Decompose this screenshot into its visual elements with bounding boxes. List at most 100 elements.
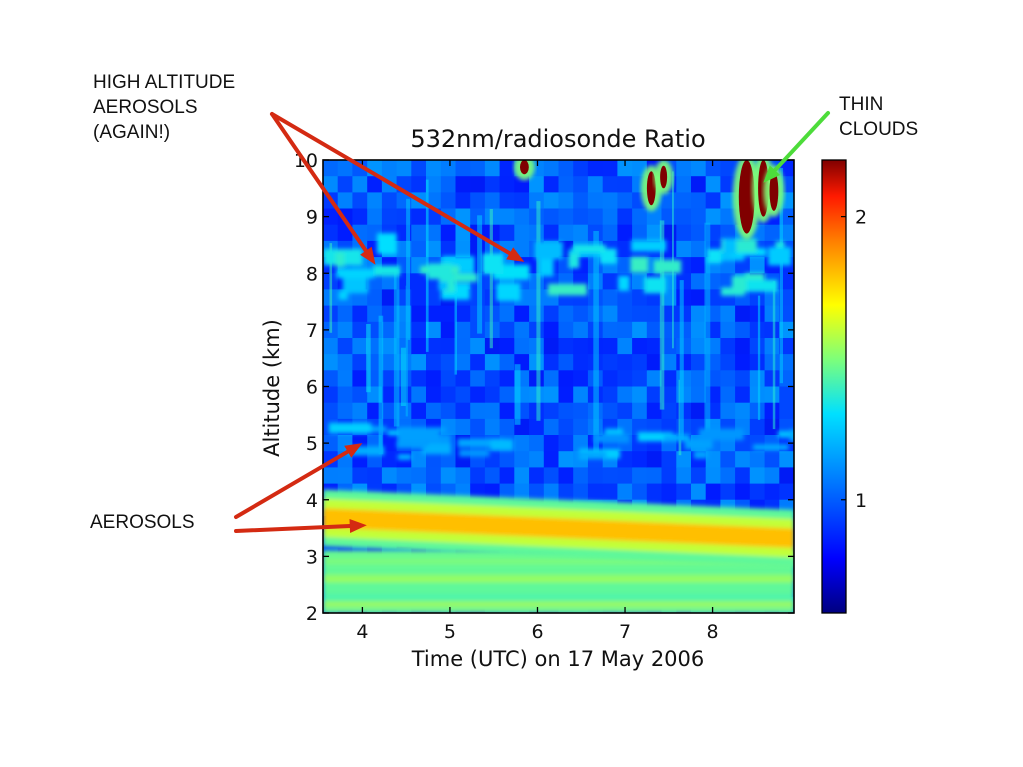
heatmap-cell — [499, 176, 515, 193]
heatmap-cell — [543, 160, 560, 177]
heatmap-cell — [543, 467, 560, 485]
heatmap-cell — [587, 160, 604, 177]
y-tick-label: 7 — [306, 320, 318, 342]
streak — [757, 295, 761, 420]
heatmap-cell — [617, 467, 633, 485]
aerosol-patch — [715, 252, 745, 261]
heatmap-cell — [381, 467, 398, 485]
heatmap-cell — [411, 467, 427, 485]
heatmap-cell — [749, 418, 766, 436]
heatmap-cell — [440, 402, 457, 420]
streak — [406, 198, 410, 340]
heatmap-cell — [676, 192, 692, 210]
heatmap-cell — [440, 224, 457, 242]
x-tick-label: 6 — [531, 621, 543, 643]
heatmap-cell — [426, 370, 442, 388]
aerosol-patch — [338, 291, 348, 300]
heatmap-cell — [396, 467, 412, 485]
heatmap-cell — [514, 192, 530, 210]
annotation-arrowhead — [360, 246, 376, 265]
heatmap-cell — [440, 192, 457, 210]
heatmap-cell — [499, 467, 515, 485]
heatmap-cell — [352, 289, 368, 307]
heatmap-cell — [352, 370, 368, 388]
heatmap-cell — [455, 176, 471, 193]
heatmap-cell — [426, 224, 442, 242]
heatmap-cell — [676, 451, 692, 468]
heatmap-cell — [632, 451, 648, 468]
streak — [405, 285, 408, 417]
aerosol-patch — [396, 440, 427, 449]
heatmap-cell — [411, 176, 427, 193]
heatmap-cell — [764, 386, 780, 404]
heatmap-cell — [514, 467, 530, 485]
x-tick-label: 4 — [356, 621, 368, 643]
heatmap-cell — [558, 305, 574, 323]
heatmap-cell — [323, 224, 339, 242]
heatmap-cell — [735, 257, 751, 274]
heatmap-cell — [499, 321, 515, 339]
y-tick-label: 4 — [306, 490, 318, 512]
heatmap-cell — [705, 176, 721, 193]
heatmap-cell — [735, 483, 751, 501]
y-tick-label: 2 — [306, 603, 318, 625]
heatmap-cell — [764, 370, 780, 388]
heatmap-cell — [602, 483, 618, 501]
heatmap-cell — [720, 370, 736, 388]
heatmap-cell — [337, 305, 353, 323]
streak — [536, 201, 541, 421]
heatmap-cell — [411, 451, 427, 468]
heatmap-cell — [646, 418, 663, 436]
annotation-arrowhead — [349, 519, 367, 533]
heatmap-cell — [720, 224, 736, 242]
heatmap-cell — [676, 224, 692, 242]
heatmap-cell — [691, 257, 707, 274]
heatmap-cell — [676, 467, 692, 485]
streak — [400, 347, 407, 406]
aerosol-patch — [753, 444, 789, 450]
aerosol-patch — [663, 434, 690, 442]
heatmap-cell — [455, 418, 471, 436]
heatmap-cell — [440, 451, 457, 468]
heatmap-cell — [411, 338, 427, 355]
heatmap-cell — [617, 386, 633, 404]
annotation-arrow — [772, 111, 830, 173]
heatmap-cell — [749, 402, 766, 420]
heatmap-cell — [484, 160, 501, 177]
heatmap-cell — [735, 370, 751, 388]
heatmap-cell — [337, 192, 353, 210]
heatmap-cell — [381, 289, 398, 307]
x-axis-label: Time (UTC) on 17 May 2006 — [411, 647, 705, 671]
colorbar — [821, 159, 847, 614]
heatmap-cell — [691, 354, 707, 371]
heatmap-cell — [381, 435, 398, 452]
heatmap-cell — [558, 208, 574, 226]
x-tick-label: 5 — [444, 621, 456, 643]
heatmap-cell — [720, 354, 736, 371]
heatmap-cell — [529, 418, 545, 436]
heatmap-cell — [411, 208, 427, 226]
heatmap-cell — [764, 467, 780, 485]
heatmap-cell — [646, 224, 663, 242]
heatmap-cell — [720, 257, 736, 274]
heatmap-cell — [470, 370, 486, 388]
heatmap-cell — [440, 338, 457, 355]
heatmap-cell — [558, 418, 574, 436]
heatmap-cell — [602, 289, 618, 307]
heatmap-cell — [323, 370, 339, 388]
heatmap-cell — [323, 467, 339, 485]
heatmap-cell — [411, 370, 427, 388]
aerosol-patch — [328, 422, 372, 434]
annotation-arrow — [270, 112, 368, 253]
heatmap-cell — [455, 305, 471, 323]
heatmap-cell — [484, 386, 501, 404]
heatmap-cell — [529, 483, 545, 501]
heatmap-cell — [411, 240, 427, 258]
heatmap-cell — [558, 321, 574, 339]
heatmap-cell — [691, 338, 707, 355]
heatmap-cell — [587, 208, 604, 226]
heatmap-cell — [764, 451, 780, 468]
heatmap-cell — [514, 240, 530, 258]
heatmap-cell — [499, 451, 515, 468]
heatmap-cell — [691, 386, 707, 404]
